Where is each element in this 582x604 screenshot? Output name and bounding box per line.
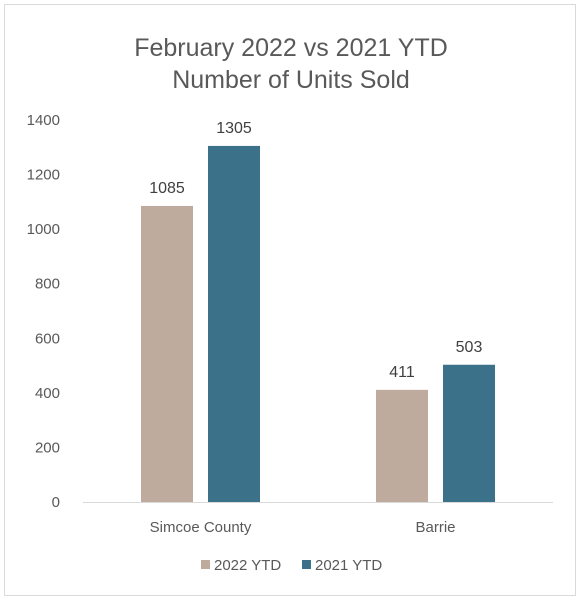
chart-title: February 2022 vs 2021 YTD Number of Unit… bbox=[134, 34, 448, 94]
data-label: 1305 bbox=[216, 120, 252, 137]
data-label: 1085 bbox=[149, 180, 185, 197]
y-tick-label: 1200 bbox=[27, 167, 60, 184]
y-tick-label: 200 bbox=[35, 439, 60, 456]
bars-group bbox=[141, 145, 495, 502]
bar-chart: February 2022 vs 2021 YTD Number of Unit… bbox=[27, 34, 553, 574]
bar-2021-1 bbox=[443, 364, 495, 502]
legend-swatch bbox=[302, 560, 311, 569]
legend: 2022 YTD 2021 YTD bbox=[201, 557, 382, 574]
x-category-label: Simcoe County bbox=[150, 519, 252, 536]
y-tick-label: 1400 bbox=[27, 112, 60, 129]
bar-2022-0 bbox=[141, 205, 193, 502]
y-tick-label: 600 bbox=[35, 330, 60, 347]
y-tick-label: 1000 bbox=[27, 221, 60, 238]
data-labels-group: 1085 1305 411 503 bbox=[149, 120, 482, 381]
y-tick-label: 800 bbox=[35, 276, 60, 293]
x-axis: Simcoe County Barrie bbox=[150, 519, 456, 536]
legend-label: 2021 YTD bbox=[315, 557, 382, 574]
chart-frame: February 2022 vs 2021 YTD Number of Unit… bbox=[4, 4, 576, 596]
legend-label: 2022 YTD bbox=[214, 557, 281, 574]
y-axis: 0 200 400 600 800 1000 1200 1400 bbox=[27, 112, 60, 511]
data-label: 411 bbox=[389, 364, 415, 381]
data-label: 503 bbox=[456, 339, 483, 356]
bar-2021-0 bbox=[208, 145, 260, 502]
x-category-label: Barrie bbox=[415, 519, 455, 536]
chart-title-line-2: Number of Units Sold bbox=[172, 66, 410, 94]
y-tick-label: 0 bbox=[52, 494, 60, 511]
legend-swatch bbox=[201, 560, 210, 569]
y-tick-label: 400 bbox=[35, 385, 60, 402]
bar-2022-1 bbox=[376, 389, 428, 502]
chart-title-line-1: February 2022 vs 2021 YTD bbox=[134, 34, 448, 62]
